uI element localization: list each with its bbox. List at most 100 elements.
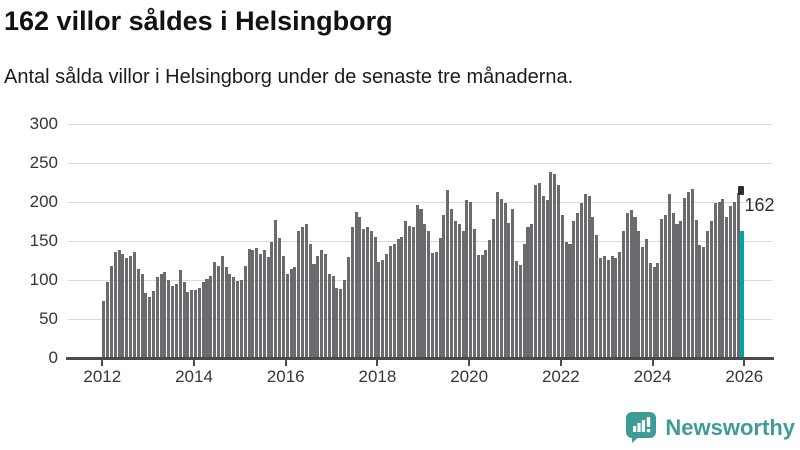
bar [117, 250, 121, 358]
bar [174, 284, 178, 358]
bar [136, 268, 140, 358]
y-axis-label: 50 [39, 308, 58, 328]
bar [667, 193, 671, 358]
bar [583, 193, 587, 358]
bar [365, 227, 370, 358]
bar [216, 265, 220, 358]
x-axis-label: 2014 [175, 366, 213, 386]
y-axis-label: 0 [48, 347, 58, 367]
bar [251, 250, 255, 358]
x-tick-mark [651, 359, 654, 366]
bar [526, 226, 530, 358]
bar [209, 275, 213, 358]
bar [308, 243, 312, 358]
bar [660, 218, 664, 358]
x-axis-label: 2022 [541, 366, 580, 386]
bar [476, 254, 480, 358]
bar [713, 203, 717, 358]
bar [258, 254, 263, 358]
bar [343, 279, 347, 358]
bar [641, 246, 645, 358]
bar [507, 222, 511, 358]
bar [728, 206, 733, 358]
bar [354, 211, 358, 358]
y-axis-label: 300 [29, 113, 58, 133]
bar [686, 191, 690, 358]
bar [381, 260, 385, 358]
x-tick-mark [559, 359, 562, 366]
bar [125, 257, 129, 358]
bar [434, 251, 438, 358]
x-axis-line [66, 357, 774, 360]
bar [545, 200, 549, 358]
bar [579, 203, 583, 358]
bar [144, 293, 148, 358]
bar [576, 212, 580, 358]
bar [106, 282, 110, 358]
bar [339, 289, 343, 358]
y-axis-label: 200 [29, 191, 58, 211]
bar [274, 220, 278, 358]
bar [102, 300, 106, 358]
bar [453, 221, 457, 358]
bar [171, 286, 175, 358]
bar [495, 191, 499, 358]
bar [534, 184, 538, 358]
bar [205, 278, 209, 358]
bar [316, 256, 320, 358]
bar [377, 261, 381, 358]
bar [675, 224, 679, 358]
bar [618, 251, 622, 358]
bar [369, 231, 373, 358]
x-axis-label: 2026 [725, 366, 764, 386]
bar [671, 212, 675, 358]
bar [266, 257, 270, 358]
bar [140, 274, 144, 358]
x-axis-label: 2016 [266, 366, 305, 386]
bar [652, 267, 656, 358]
newsworthy-logo-icon [625, 412, 658, 443]
bar [541, 196, 545, 358]
bar [560, 215, 564, 358]
bar [247, 249, 251, 358]
page-subtitle: Antal sålda villor i Helsingborg under d… [4, 66, 574, 88]
gridline [68, 201, 772, 203]
bar [285, 273, 289, 358]
bar [606, 260, 610, 358]
bar [457, 224, 461, 358]
bar [717, 201, 721, 358]
y-axis-label: 100 [29, 269, 58, 289]
x-tick-mark [284, 359, 287, 366]
bar [694, 220, 698, 358]
bar [492, 218, 496, 358]
bar [564, 241, 568, 358]
bar [446, 190, 450, 358]
bar [262, 250, 266, 358]
bar [194, 289, 198, 358]
bar [557, 185, 561, 358]
bar [186, 292, 190, 358]
bar [220, 256, 224, 358]
bar [465, 200, 469, 358]
bar [392, 243, 396, 358]
bar [633, 217, 637, 358]
bar [683, 197, 687, 358]
bar [644, 239, 648, 358]
bar [411, 226, 415, 358]
bar [690, 189, 694, 358]
bar [197, 287, 201, 358]
bar [232, 277, 236, 358]
bar [637, 231, 641, 358]
newsworthy-logo-text: Newsworthy [665, 414, 795, 440]
bar [469, 201, 473, 358]
bar [664, 215, 668, 358]
bar [167, 279, 171, 358]
bar [346, 257, 350, 358]
bar [629, 210, 633, 358]
bar [404, 221, 408, 358]
bar [385, 254, 389, 358]
bar [239, 279, 243, 358]
x-axis-label: 2012 [83, 366, 122, 386]
bar [362, 229, 366, 358]
